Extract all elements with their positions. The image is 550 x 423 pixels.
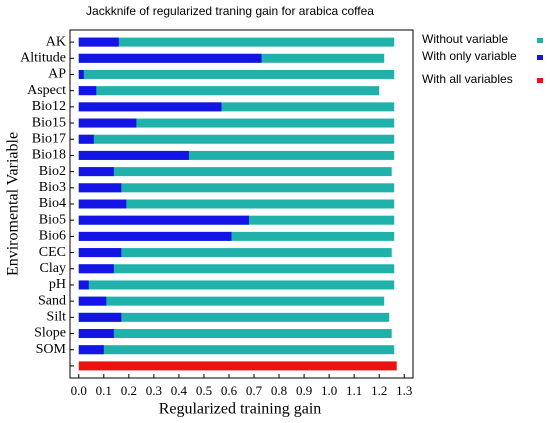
bar bbox=[78, 248, 122, 258]
x-tick-label: 0.1 bbox=[96, 383, 112, 398]
y-axis-label: Enviromental Variable bbox=[5, 132, 22, 276]
bar bbox=[78, 199, 395, 209]
y-tick-label: Silt bbox=[47, 310, 67, 325]
legend-label: Without variable bbox=[422, 32, 508, 46]
bar bbox=[78, 345, 104, 355]
y-tick-label: AK bbox=[46, 34, 66, 49]
bar bbox=[78, 167, 392, 177]
bar bbox=[78, 264, 395, 274]
x-tick-label: 0.7 bbox=[246, 383, 263, 398]
bar bbox=[78, 345, 395, 355]
legend-swatch bbox=[537, 38, 543, 43]
bar bbox=[78, 167, 114, 177]
bar bbox=[78, 134, 94, 144]
x-tick-label: 1.1 bbox=[346, 383, 362, 398]
bar bbox=[78, 102, 395, 112]
bar bbox=[78, 53, 262, 63]
y-tick-label: Bio5 bbox=[39, 212, 66, 227]
y-tick-label: Slope bbox=[34, 326, 66, 341]
bar bbox=[78, 150, 395, 160]
legend-label: With all variables bbox=[422, 72, 513, 86]
x-tick-label: 0.9 bbox=[296, 383, 312, 398]
bar bbox=[78, 183, 122, 193]
y-tick-label: Sand bbox=[38, 293, 66, 308]
y-tick-label: AP bbox=[48, 67, 66, 82]
bar bbox=[78, 231, 232, 241]
x-tick-label: 1.0 bbox=[321, 383, 337, 398]
legend-label: With only variable bbox=[422, 49, 517, 63]
y-tick-label: CEC bbox=[39, 245, 66, 260]
bar bbox=[78, 118, 395, 128]
y-tick-label: Bio2 bbox=[39, 164, 66, 179]
bar bbox=[78, 199, 127, 209]
bar bbox=[78, 150, 189, 160]
bar bbox=[78, 248, 392, 258]
bar bbox=[78, 264, 114, 274]
bar bbox=[78, 86, 380, 96]
y-tick-label: Bio17 bbox=[32, 131, 66, 146]
bar bbox=[78, 215, 250, 225]
y-tick-label: Clay bbox=[40, 261, 66, 276]
bar bbox=[78, 329, 392, 339]
legend-swatch bbox=[537, 55, 543, 60]
y-tick-label: Bio18 bbox=[32, 148, 66, 163]
bar bbox=[78, 312, 122, 322]
x-tick-label: 0.8 bbox=[271, 383, 287, 398]
x-tick-label: 0.4 bbox=[171, 383, 188, 398]
bar bbox=[78, 329, 114, 339]
y-tick-label: SOM bbox=[36, 342, 67, 357]
bar bbox=[78, 280, 89, 290]
x-tick-label: 1.2 bbox=[371, 383, 387, 398]
y-tick-label: Aspect bbox=[27, 83, 66, 98]
bar bbox=[78, 183, 395, 193]
x-tick-label: 1.3 bbox=[396, 383, 412, 398]
bar bbox=[78, 312, 390, 322]
bar bbox=[78, 361, 397, 371]
y-tick-label: Bio12 bbox=[32, 99, 66, 114]
chart-title: Jackknife of regularized traning gain fo… bbox=[86, 4, 374, 18]
x-tick-label: 0.0 bbox=[71, 383, 87, 398]
bar bbox=[78, 118, 137, 128]
bar bbox=[78, 102, 222, 112]
bar bbox=[78, 280, 395, 290]
y-tick-label: Bio15 bbox=[32, 115, 66, 130]
bar bbox=[78, 134, 395, 144]
bar bbox=[78, 69, 395, 79]
y-tick-label: pH bbox=[49, 277, 66, 292]
bar bbox=[78, 37, 395, 47]
x-axis-label: Regularized training gain bbox=[159, 401, 322, 418]
x-tick-label: 0.6 bbox=[221, 383, 238, 398]
bar bbox=[78, 86, 97, 96]
x-tick-label: 0.2 bbox=[121, 383, 137, 398]
y-tick-label: Bio6 bbox=[39, 229, 66, 244]
bar bbox=[78, 296, 385, 306]
x-tick-label: 0.3 bbox=[146, 383, 162, 398]
y-tick-label: Bio4 bbox=[39, 196, 66, 211]
x-tick-label: 0.5 bbox=[196, 383, 212, 398]
bar bbox=[78, 69, 84, 79]
legend-swatch bbox=[537, 78, 543, 83]
bar bbox=[78, 231, 395, 241]
y-tick-label: Bio3 bbox=[39, 180, 66, 195]
bar bbox=[78, 37, 119, 47]
y-tick-label: Altitude bbox=[20, 51, 66, 66]
bar bbox=[78, 296, 107, 306]
